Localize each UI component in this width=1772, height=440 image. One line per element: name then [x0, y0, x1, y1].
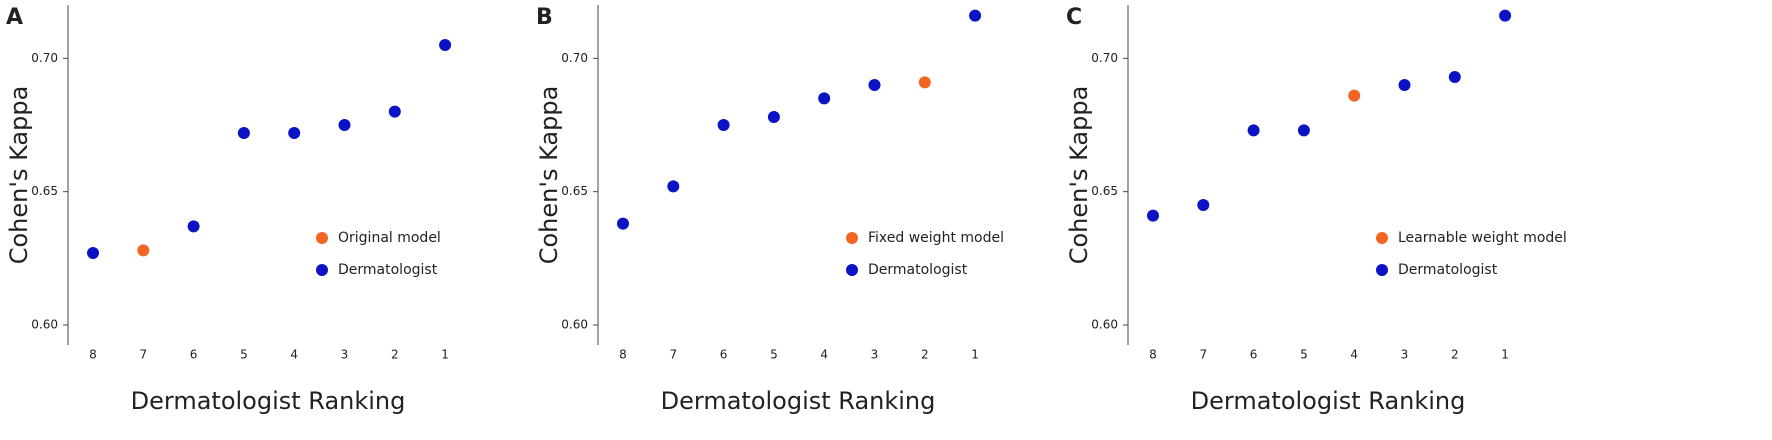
legend-marker	[846, 264, 858, 276]
x-tick-label: 7	[139, 348, 147, 362]
point	[918, 76, 931, 89]
point	[87, 247, 99, 259]
legend-label: Dermatologist	[868, 262, 968, 278]
point	[1147, 209, 1159, 222]
x-tick-label: 7	[1199, 348, 1207, 362]
point	[1348, 89, 1361, 102]
y-tick-label: 0.60	[561, 318, 588, 332]
point	[717, 119, 730, 131]
x-tick-label: 6	[1250, 348, 1258, 362]
x-tick-label: 3	[1401, 348, 1409, 362]
point	[187, 220, 200, 233]
x-tick-label: 7	[669, 348, 677, 362]
legend-marker	[1376, 264, 1388, 276]
x-axis-label: Dermatologist Ranking	[661, 387, 936, 415]
point	[388, 105, 401, 118]
point	[137, 244, 150, 257]
panel-label: B	[536, 5, 553, 30]
legend-label: Dermatologist	[1398, 262, 1498, 278]
panel-label: A	[6, 5, 23, 30]
point	[1398, 79, 1411, 91]
point	[969, 9, 982, 22]
legend-label: Dermatologist	[338, 262, 438, 278]
y-tick-label: 0.65	[31, 184, 58, 198]
legend-marker	[316, 264, 328, 276]
legend-marker	[846, 232, 858, 244]
x-tick-label: 4	[1350, 348, 1358, 362]
point	[1297, 124, 1310, 137]
x-tick-label: 2	[1451, 348, 1459, 362]
x-tick-label: 5	[1300, 348, 1308, 362]
y-axis-label: Cohen's Kappa	[5, 86, 33, 265]
y-tick-label: 0.60	[31, 318, 58, 332]
y-tick-label: 0.70	[31, 51, 58, 65]
legend-label: Learnable weight model	[1398, 230, 1567, 246]
point	[237, 127, 250, 139]
x-tick-label: 2	[391, 348, 399, 362]
x-tick-label: 1	[971, 348, 979, 362]
point	[1247, 124, 1260, 137]
x-tick-label: 5	[240, 348, 248, 362]
x-tick-label: 1	[441, 348, 449, 362]
x-tick-label: 3	[871, 348, 879, 362]
x-tick-label: 8	[619, 348, 627, 362]
point	[767, 111, 780, 123]
x-tick-label: 2	[921, 348, 929, 362]
x-tick-label: 4	[820, 348, 828, 362]
x-tick-label: 6	[190, 348, 198, 362]
x-tick-label: 1	[1501, 348, 1509, 362]
x-tick-label: 3	[341, 348, 349, 362]
point	[338, 119, 351, 131]
y-axis-label: Cohen's Kappa	[1065, 86, 1093, 265]
x-tick-label: 8	[89, 348, 97, 362]
panel-label: C	[1066, 5, 1082, 30]
point	[439, 39, 452, 51]
point	[667, 180, 680, 193]
legend-marker	[1376, 232, 1388, 244]
y-axis-label: Cohen's Kappa	[535, 86, 563, 265]
point	[1448, 71, 1461, 83]
x-tick-label: 8	[1149, 348, 1157, 362]
y-tick-label: 0.65	[1091, 184, 1118, 198]
point	[818, 92, 831, 105]
y-tick-label: 0.60	[1091, 318, 1118, 332]
y-tick-label: 0.70	[1091, 51, 1118, 65]
point	[288, 127, 301, 139]
point	[868, 79, 881, 91]
x-tick-label: 6	[720, 348, 728, 362]
legend-label: Fixed weight model	[868, 230, 1004, 246]
x-axis-label: Dermatologist Ranking	[1191, 387, 1466, 415]
point	[1197, 199, 1210, 211]
y-tick-label: 0.65	[561, 184, 588, 198]
legend-label: Original model	[338, 230, 441, 246]
point	[617, 217, 629, 230]
x-tick-label: 4	[290, 348, 298, 362]
x-axis-label: Dermatologist Ranking	[131, 387, 406, 415]
y-tick-label: 0.70	[561, 51, 588, 65]
legend-marker	[316, 232, 328, 244]
x-tick-label: 5	[770, 348, 778, 362]
point	[1499, 9, 1512, 22]
